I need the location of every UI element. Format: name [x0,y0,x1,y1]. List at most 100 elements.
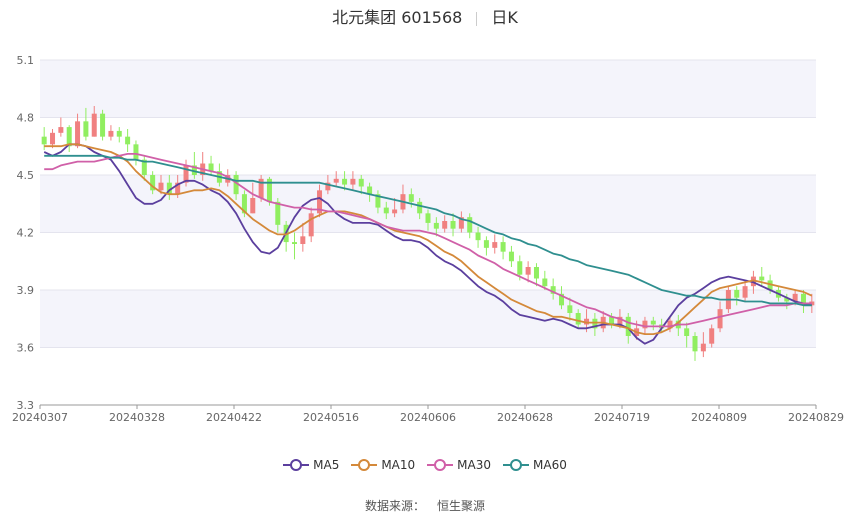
candle [800,290,806,313]
candle [458,211,464,233]
candle [241,190,247,218]
candle [100,109,106,141]
moving-averages [43,143,813,345]
candle [50,129,56,149]
candle [125,129,131,152]
candle [300,222,306,252]
candle-body [567,305,573,313]
candle-body [417,201,423,214]
y-tick-label: 5.1 [17,54,35,67]
stock-name: 北元集团 601568 [332,8,463,27]
legend-label: MA10 [381,458,416,472]
candlesticks [41,106,815,361]
candle [592,313,598,336]
candle-body [475,232,481,241]
candle-body [625,316,631,336]
candle-body [650,320,656,325]
candle-body [483,240,489,248]
x-tick-label: 20240307 [12,411,68,424]
y-tick-label: 4.5 [17,169,35,182]
candle-body [508,251,514,262]
candle [375,190,381,214]
candle-body [300,236,306,244]
x-tick-label: 20240422 [206,411,262,424]
ma-line-ma5 [43,143,813,345]
candle [542,270,548,290]
candle-body [308,213,314,237]
candle [392,198,398,218]
candle-body [742,286,748,298]
grid-band [40,60,816,118]
candle-body [325,182,331,191]
candle-body [75,121,81,147]
chart-title: 北元集团 601568 日K [0,4,850,28]
candle-body [58,127,64,133]
candle [383,201,389,220]
legend: MA5 MA10 MA30 MA60 [0,458,850,475]
candle-body [350,178,356,185]
candle [133,140,139,166]
ma-line-ma60 [44,154,812,307]
candle-body [533,267,539,279]
candle [183,159,189,187]
candle [700,332,706,358]
candle [550,278,556,300]
candle [500,236,506,260]
candle-body [433,222,439,229]
x-tick-label: 20240516 [303,411,359,424]
candle-body [575,313,581,325]
candle-body [809,301,815,306]
candle-body [41,136,47,145]
candle [609,313,615,329]
candle-body [542,278,548,287]
candle [58,117,64,137]
legend-item-ma5[interactable]: MA5 [283,458,339,472]
source-name: 恒生聚源 [437,499,486,513]
y-tick-label: 4.8 [17,112,35,125]
candle [233,171,239,200]
candle-body [492,242,498,248]
candle [684,322,690,348]
candle-body [275,201,281,225]
candle [809,293,815,313]
candle [250,182,256,214]
y-tick-label: 3.3 [17,399,35,412]
candle [66,125,72,152]
candle-body [208,163,214,172]
candle [150,171,156,195]
candle-body [700,343,706,352]
candle [41,127,47,151]
legend-item-ma60[interactable]: MA60 [503,458,567,472]
candle-body [517,261,523,275]
x-tick-label: 20240809 [691,411,747,424]
y-tick-label: 3.6 [17,342,35,355]
candle-body [183,165,189,183]
legend-marker-icon [283,459,310,471]
candle [367,182,373,202]
legend-label: MA5 [313,458,340,472]
x-tick-label: 20240719 [594,411,650,424]
candle-body [125,136,131,145]
candle-body [358,178,364,187]
candle [116,127,122,143]
candle [317,184,323,218]
candle-body [408,194,414,202]
candle-body [116,130,122,137]
candle-body [458,217,464,229]
candle-body [258,178,264,198]
candle-body [734,290,740,298]
candle [425,209,431,231]
candle [141,155,147,181]
candle-body [150,175,156,191]
candle [358,175,364,195]
candle-body [609,316,615,325]
candle-body [467,217,473,233]
x-tick-label: 20240829 [788,411,844,424]
candle [559,286,565,310]
ma-line-ma30 [44,153,812,328]
candle [575,309,581,329]
legend-item-ma10[interactable]: MA10 [351,458,415,472]
candle-body [392,209,398,214]
legend-item-ma30[interactable]: MA30 [427,458,491,472]
candle-body [191,165,197,175]
